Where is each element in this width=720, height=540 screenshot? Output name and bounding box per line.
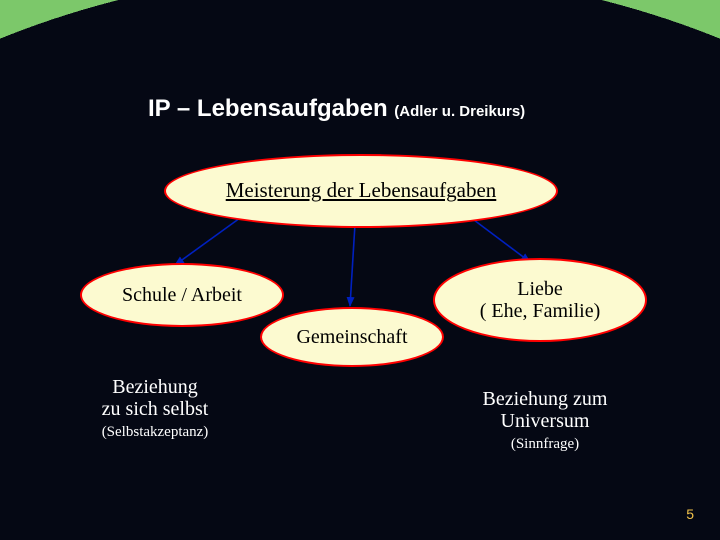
node-universum-line2: Universum (483, 410, 608, 432)
node-universum-line3: (Sinnfrage) (483, 436, 608, 453)
node-selbst-line1: Beziehung (102, 376, 209, 398)
node-liebe-line2: ( Ehe, Familie) (480, 300, 601, 322)
node-meisterung: Meisterung der Lebensaufgaben (164, 154, 558, 228)
node-selbst-line3: (Selbstakzeptanz) (102, 424, 209, 441)
node-beziehung-selbst: Beziehung zu sich selbst (Selbstakzeptan… (63, 353, 247, 463)
node-beziehung-universum: Beziehung zum Universum (Sinnfrage) (435, 362, 655, 478)
node-gemeinschaft-label: Gemeinschaft (296, 326, 407, 348)
node-liebe: Liebe ( Ehe, Familie) (433, 258, 647, 342)
node-universum-label: Beziehung zum Universum (Sinnfrage) (483, 388, 608, 453)
node-gemeinschaft: Gemeinschaft (260, 307, 444, 367)
node-selbst-label: Beziehung zu sich selbst (Selbstakzeptan… (102, 376, 209, 441)
node-schule-arbeit: Schule / Arbeit (80, 263, 284, 327)
node-universum-line1: Beziehung zum (483, 388, 608, 410)
slide: IP – Lebensaufgaben (Adler u. Dreikurs) … (0, 0, 720, 540)
node-schule-label: Schule / Arbeit (122, 284, 242, 306)
node-liebe-label: Liebe ( Ehe, Familie) (480, 278, 601, 322)
node-meisterung-label: Meisterung der Lebensaufgaben (226, 179, 497, 202)
node-liebe-line1: Liebe (480, 278, 601, 300)
page-number: 5 (686, 506, 694, 522)
node-selbst-line2: zu sich selbst (102, 398, 209, 420)
